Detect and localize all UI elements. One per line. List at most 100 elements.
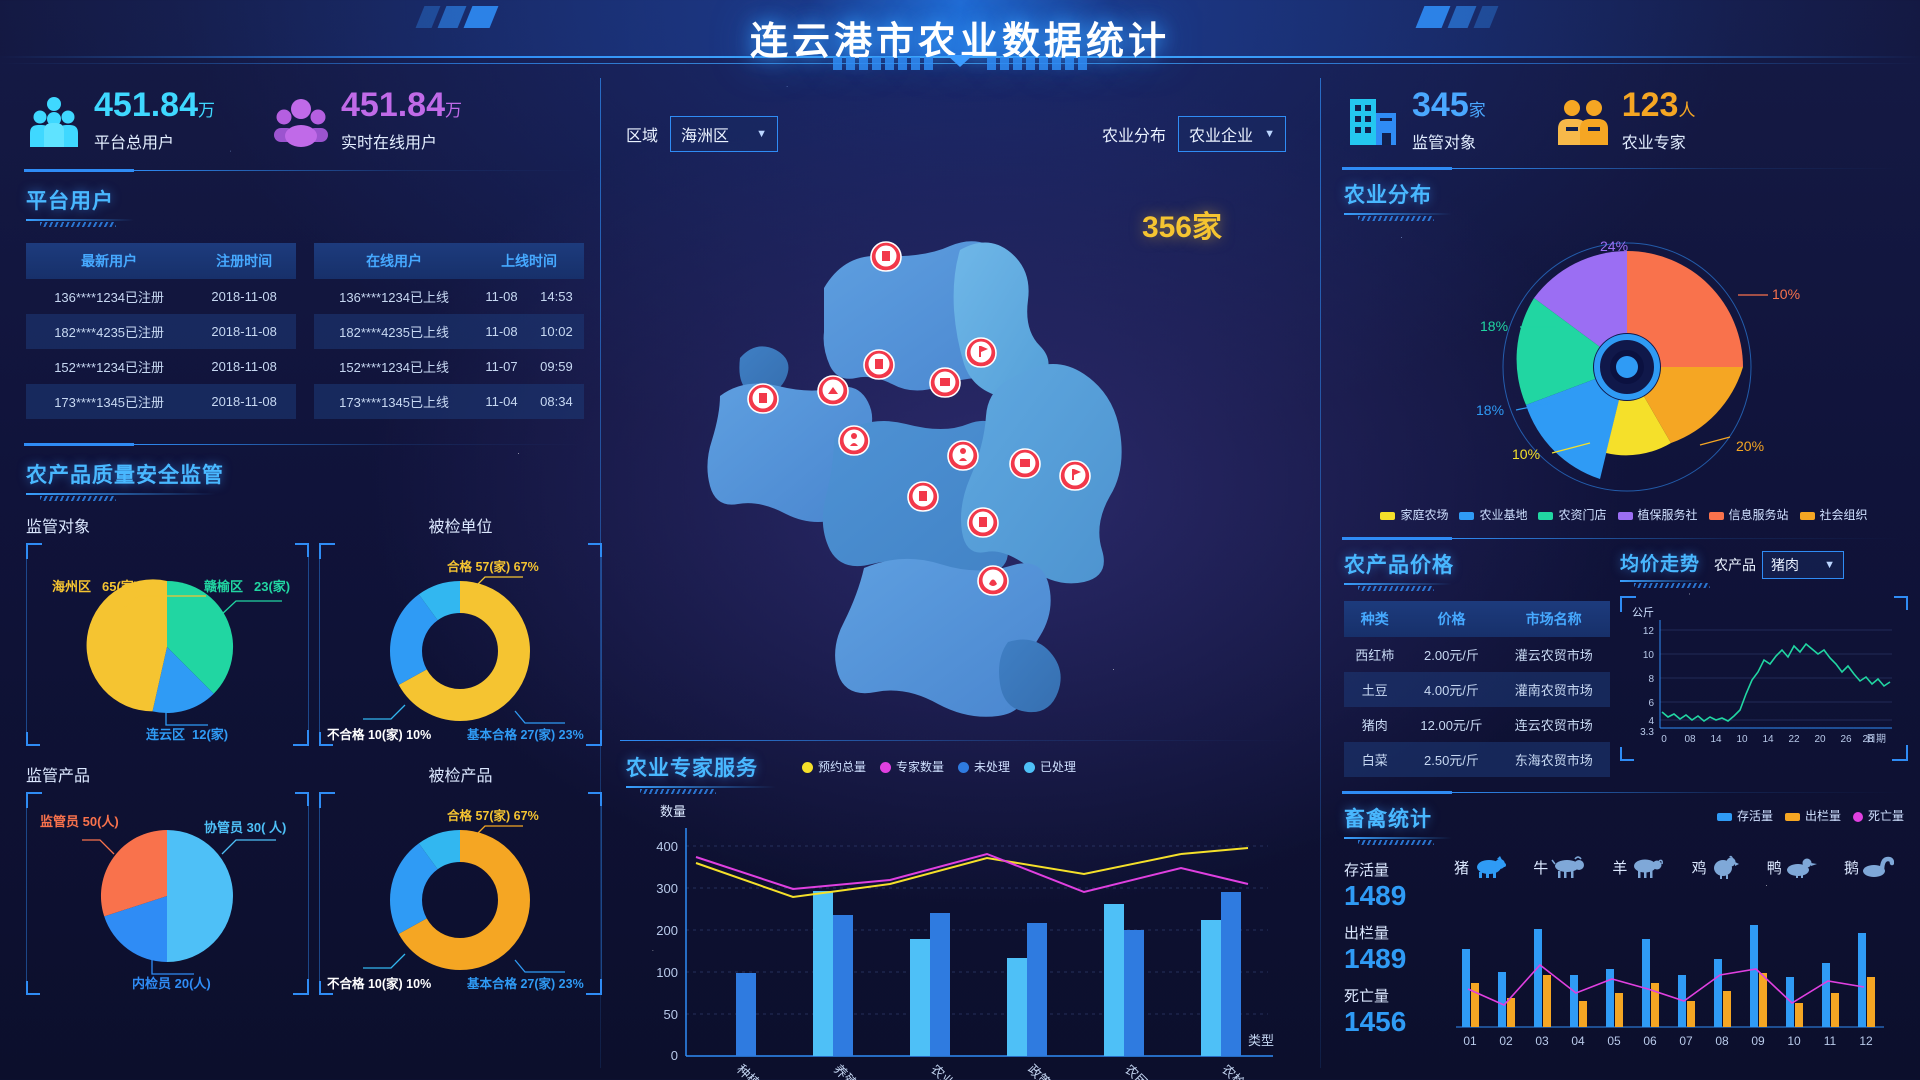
animal-item-chicken[interactable]: 鸡	[1692, 855, 1740, 879]
map-marker[interactable]	[747, 383, 779, 414]
bar-slaughtered[interactable]	[1687, 1001, 1695, 1027]
bar-alive[interactable]	[1534, 929, 1542, 1027]
animal-item-pig[interactable]: 猪	[1454, 856, 1507, 878]
bar-processed[interactable]	[1124, 930, 1144, 1056]
bar-alive[interactable]	[1570, 975, 1578, 1027]
bar-slaughtered[interactable]	[1615, 993, 1623, 1027]
bar-alive[interactable]	[1858, 933, 1866, 1027]
table-row[interactable]: 136****1234已注册 2018-11-08	[26, 279, 296, 314]
legend-item-plant-protection[interactable]: 植保服务社	[1617, 506, 1698, 523]
bar-unprocessed[interactable]	[1201, 920, 1221, 1056]
pie-slice-ganyu[interactable]	[167, 581, 234, 694]
bar-unprocessed[interactable]	[910, 939, 930, 1056]
region-dropdown[interactable]: 海洲区 ▼	[670, 116, 779, 152]
bar-slaughtered[interactable]	[1651, 983, 1659, 1027]
legend-item-social-org[interactable]: 社会组织	[1799, 506, 1868, 523]
rose-slice-agri-base[interactable]	[1526, 367, 1627, 479]
bar-unprocessed[interactable]	[1007, 958, 1027, 1056]
pie-slice-supervisor[interactable]	[100, 830, 167, 917]
map-marker[interactable]	[863, 349, 895, 380]
product-dropdown[interactable]: 猪肉 ▼	[1762, 551, 1844, 579]
legend-item-agri-base[interactable]: 农业基地	[1459, 506, 1527, 523]
map-marker[interactable]	[1009, 448, 1041, 479]
rose-slice-info-station[interactable]	[1627, 251, 1743, 367]
legend-item-total-bookings[interactable]: 预约总量	[802, 758, 866, 775]
bar-alive[interactable]	[1642, 939, 1650, 1027]
bar-processed[interactable]	[930, 913, 950, 1056]
table-row[interactable]: 土豆 4.00元/斤 灌南农贸市场	[1344, 672, 1610, 707]
map-marker[interactable]	[977, 565, 1009, 596]
donut-slice-basic[interactable]	[390, 581, 530, 721]
region-map[interactable]	[628, 170, 1298, 730]
legend-item-unprocessed[interactable]: 未处理	[958, 758, 1010, 775]
bar-alive[interactable]	[1462, 949, 1470, 1027]
table-row[interactable]: 182****4235已注册 2018-11-08	[26, 314, 296, 349]
animal-item-cow[interactable]: 牛	[1533, 856, 1585, 878]
bar-alive[interactable]	[1498, 972, 1506, 1027]
map-marker[interactable]	[965, 337, 997, 368]
map-marker[interactable]	[929, 367, 961, 398]
pie-slice-internal[interactable]	[104, 896, 167, 962]
rose-slice-agri-store[interactable]	[1516, 298, 1627, 405]
animal-item-sheep[interactable]: 羊	[1612, 856, 1664, 878]
legend-item-expert-count[interactable]: 专家数量	[880, 758, 944, 775]
bar-slaughtered[interactable]	[1831, 993, 1839, 1027]
bar-alive[interactable]	[1822, 963, 1830, 1027]
table-row[interactable]: 猪肉 12.00元/斤 连云农贸市场	[1344, 707, 1610, 742]
donut-slice-unqualified[interactable]	[390, 830, 530, 970]
legend-item-dead[interactable]: 死亡量	[1852, 807, 1904, 824]
table-row[interactable]: 152****1234已注册 2018-11-08	[26, 349, 296, 384]
map-marker[interactable]	[817, 375, 849, 406]
bar-slaughtered[interactable]	[1723, 991, 1731, 1027]
legend-item-info-station[interactable]: 信息服务站	[1708, 506, 1789, 523]
distribution-dropdown[interactable]: 农业企业 ▼	[1178, 116, 1286, 152]
bar-processed[interactable]	[1221, 892, 1241, 1056]
donut-slice-basic[interactable]	[390, 830, 530, 970]
table-row[interactable]: 136****1234已上线 11-08 14:53	[314, 279, 584, 314]
map-marker[interactable]	[947, 440, 979, 471]
bar-processed[interactable]	[833, 915, 853, 1056]
bar-slaughtered[interactable]	[1579, 1001, 1587, 1027]
legend-item-slaughtered[interactable]: 出栏量	[1784, 807, 1841, 824]
bar-slaughtered[interactable]	[1471, 983, 1479, 1027]
bar-slaughtered[interactable]	[1795, 1003, 1803, 1027]
animal-item-duck[interactable]: 鸭	[1767, 856, 1817, 878]
map-marker[interactable]	[870, 241, 902, 272]
map-region-south[interactable]	[835, 558, 1051, 717]
table-row[interactable]: 西红柿 2.00元/斤 灌云农贸市场	[1344, 637, 1610, 672]
bar-slaughtered[interactable]	[1759, 973, 1767, 1027]
bar-processed[interactable]	[736, 973, 756, 1056]
map-region-west-island[interactable]	[739, 346, 789, 395]
bar-unprocessed[interactable]	[1104, 904, 1124, 1056]
pie-slice-haizhou[interactable]	[86, 579, 167, 712]
rose-slice-plant-protection[interactable]	[1534, 251, 1627, 367]
rose-slice-social-org[interactable]	[1627, 367, 1743, 443]
bar-slaughtered[interactable]	[1867, 977, 1875, 1027]
table-row[interactable]: 173****1345已上线 11-04 08:34	[314, 384, 584, 419]
legend-item-processed[interactable]: 已处理	[1024, 758, 1076, 775]
pie-slice-assistant[interactable]	[167, 830, 233, 962]
map-marker[interactable]	[838, 425, 870, 456]
bar-alive[interactable]	[1750, 925, 1758, 1027]
legend-item-family-farm[interactable]: 家庭农场	[1380, 506, 1448, 523]
bar-slaughtered[interactable]	[1543, 975, 1551, 1027]
animal-item-goose[interactable]: 鹅	[1844, 855, 1894, 879]
legend-item-alive[interactable]: 存活量	[1716, 807, 1773, 824]
map-region-southeast[interactable]	[999, 639, 1061, 713]
bar-unprocessed[interactable]	[813, 891, 833, 1056]
table-row[interactable]: 173****1345已注册 2018-11-08	[26, 384, 296, 419]
map-marker[interactable]	[1059, 460, 1091, 491]
pie-slice-lianyun[interactable]	[152, 647, 214, 714]
bar-alive[interactable]	[1714, 959, 1722, 1027]
bar-slaughtered[interactable]	[1507, 998, 1515, 1027]
table-row[interactable]: 182****4235已上线 11-08 10:02	[314, 314, 584, 349]
bar-alive[interactable]	[1606, 969, 1614, 1027]
map-marker[interactable]	[967, 507, 999, 538]
legend-item-agri-store[interactable]: 农资门店	[1538, 506, 1607, 523]
table-row[interactable]: 白菜 2.50元/斤 东海农贸市场	[1344, 742, 1610, 777]
bar-processed[interactable]	[1027, 923, 1047, 1056]
table-row[interactable]: 152****1234已上线 11-07 09:59	[314, 349, 584, 384]
map-marker[interactable]	[907, 481, 939, 512]
map-region-lianyun[interactable]	[961, 364, 1122, 584]
donut-slice-unqualified[interactable]	[390, 581, 530, 721]
